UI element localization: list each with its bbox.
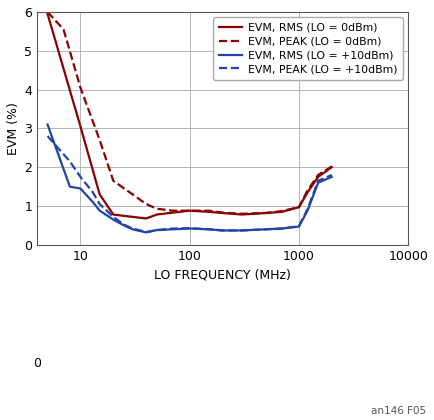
Line: EVM, RMS (LO = 0dBm): EVM, RMS (LO = 0dBm) (47, 14, 331, 218)
Text: 0: 0 (33, 357, 41, 370)
EVM, PEAK (LO = +10dBm) (329, 173, 334, 178)
EVM, PEAK (LO = 0dBm) (304, 188, 309, 193)
EVM, RMS (LO = +10dBm) (111, 217, 116, 222)
EVM, PEAK (LO = +10dBm) (130, 226, 135, 231)
EVM, RMS (LO = +10dBm) (130, 227, 135, 232)
EVM, PEAK (LO = 0dBm) (154, 206, 159, 211)
Y-axis label: EVM (%): EVM (%) (7, 102, 20, 155)
EVM, PEAK (LO = +10dBm) (143, 229, 148, 234)
EVM, PEAK (LO = +10dBm) (206, 227, 211, 232)
EVM, PEAK (LO = +10dBm) (97, 202, 102, 207)
EVM, PEAK (LO = 0dBm) (263, 210, 268, 215)
EVM, RMS (LO = 0dBm) (304, 190, 309, 195)
EVM, RMS (LO = 0dBm) (279, 209, 284, 214)
EVM, RMS (LO = +10dBm) (329, 174, 334, 179)
EVM, PEAK (LO = +10dBm) (239, 228, 244, 233)
Line: EVM, PEAK (LO = +10dBm): EVM, PEAK (LO = +10dBm) (47, 136, 331, 232)
EVM, PEAK (LO = 0dBm) (143, 202, 148, 207)
EVM, RMS (LO = +10dBm) (315, 180, 320, 185)
EVM, PEAK (LO = 0dBm) (61, 27, 66, 32)
EVM, RMS (LO = 0dBm) (130, 214, 135, 219)
EVM, PEAK (LO = 0dBm) (220, 210, 225, 215)
EVM, PEAK (LO = +10dBm) (315, 178, 320, 183)
EVM, RMS (LO = +10dBm) (143, 230, 148, 235)
EVM, RMS (LO = +10dBm) (154, 228, 159, 233)
EVM, RMS (LO = +10dBm) (67, 184, 72, 189)
EVM, RMS (LO = 0dBm) (78, 124, 83, 129)
EVM, PEAK (LO = 0dBm) (111, 178, 116, 183)
EVM, PEAK (LO = 0dBm) (45, 9, 50, 14)
EVM, RMS (LO = +10dBm) (90, 200, 95, 205)
EVM, RMS (LO = 0dBm) (315, 174, 320, 179)
Line: EVM, PEAK (LO = 0dBm): EVM, PEAK (LO = 0dBm) (47, 12, 331, 214)
EVM, RMS (LO = 0dBm) (329, 165, 334, 170)
EVM, RMS (LO = +10dBm) (304, 208, 309, 213)
EVM, RMS (LO = 0dBm) (170, 210, 175, 215)
EVM, RMS (LO = +10dBm) (170, 227, 175, 232)
EVM, PEAK (LO = +10dBm) (220, 228, 225, 233)
EVM, PEAK (LO = 0dBm) (206, 208, 211, 213)
EVM, PEAK (LO = 0dBm) (78, 85, 83, 90)
EVM, PEAK (LO = 0dBm) (170, 208, 175, 213)
EVM, RMS (LO = 0dBm) (206, 209, 211, 214)
EVM, RMS (LO = +10dBm) (78, 186, 83, 191)
EVM, RMS (LO = +10dBm) (121, 223, 126, 228)
Legend: EVM, RMS (LO = 0dBm), EVM, PEAK (LO = 0dBm), EVM, RMS (LO = +10dBm), EVM, PEAK (: EVM, RMS (LO = 0dBm), EVM, PEAK (LO = 0d… (213, 17, 402, 79)
EVM, PEAK (LO = 0dBm) (130, 192, 135, 197)
EVM, RMS (LO = 0dBm) (263, 210, 268, 215)
EVM, RMS (LO = 0dBm) (111, 212, 116, 217)
EVM, PEAK (LO = +10dBm) (67, 159, 72, 164)
EVM, RMS (LO = 0dBm) (220, 210, 225, 215)
EVM, PEAK (LO = +10dBm) (90, 190, 95, 195)
EVM, PEAK (LO = +10dBm) (45, 134, 50, 139)
EVM, PEAK (LO = 0dBm) (315, 173, 320, 178)
EVM, RMS (LO = 0dBm) (296, 205, 301, 210)
EVM, PEAK (LO = +10dBm) (154, 228, 159, 233)
EVM, PEAK (LO = 0dBm) (187, 208, 192, 213)
EVM, RMS (LO = +10dBm) (220, 228, 225, 233)
EVM, RMS (LO = 0dBm) (154, 212, 159, 217)
EVM, RMS (LO = +10dBm) (45, 122, 50, 127)
Line: EVM, RMS (LO = +10dBm): EVM, RMS (LO = +10dBm) (47, 124, 331, 232)
EVM, PEAK (LO = +10dBm) (121, 222, 126, 227)
EVM, PEAK (LO = +10dBm) (263, 227, 268, 232)
EVM, RMS (LO = +10dBm) (239, 228, 244, 233)
EVM, PEAK (LO = 0dBm) (296, 205, 301, 210)
EVM, RMS (LO = 0dBm) (187, 208, 192, 213)
EVM, PEAK (LO = +10dBm) (304, 207, 309, 212)
X-axis label: LO FREQUENCY (MHz): LO FREQUENCY (MHz) (154, 268, 290, 281)
EVM, PEAK (LO = +10dBm) (296, 224, 301, 229)
EVM, RMS (LO = +10dBm) (97, 208, 102, 213)
EVM, RMS (LO = 0dBm) (239, 212, 244, 217)
EVM, PEAK (LO = +10dBm) (170, 226, 175, 231)
EVM, PEAK (LO = +10dBm) (78, 174, 83, 179)
EVM, PEAK (LO = +10dBm) (111, 214, 116, 219)
EVM, PEAK (LO = +10dBm) (187, 226, 192, 231)
EVM, RMS (LO = +10dBm) (279, 226, 284, 231)
EVM, RMS (LO = +10dBm) (263, 227, 268, 232)
EVM, RMS (LO = 0dBm) (45, 11, 50, 16)
EVM, RMS (LO = 0dBm) (97, 192, 102, 197)
EVM, PEAK (LO = 0dBm) (279, 209, 284, 214)
EVM, RMS (LO = +10dBm) (187, 226, 192, 231)
EVM, RMS (LO = +10dBm) (296, 224, 301, 229)
EVM, PEAK (LO = +10dBm) (279, 226, 284, 231)
EVM, PEAK (LO = 0dBm) (97, 137, 102, 142)
EVM, PEAK (LO = 0dBm) (329, 164, 334, 169)
EVM, PEAK (LO = 0dBm) (239, 211, 244, 216)
Text: an146 F05: an146 F05 (370, 406, 425, 416)
EVM, RMS (LO = +10dBm) (206, 227, 211, 232)
EVM, RMS (LO = 0dBm) (143, 216, 148, 221)
